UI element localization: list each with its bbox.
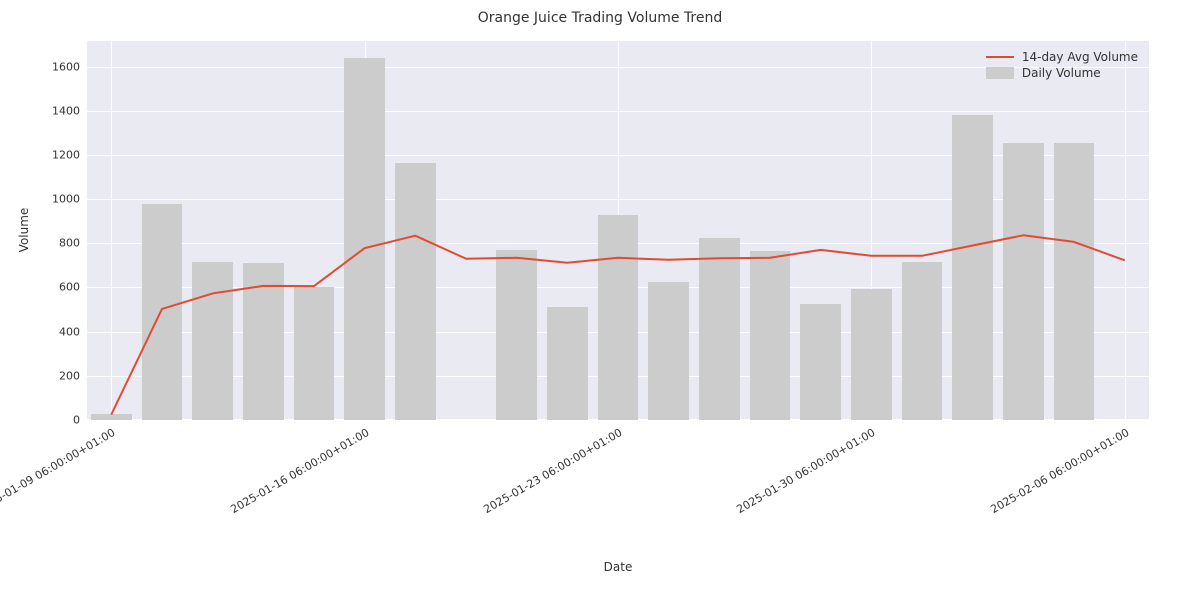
volume-bar bbox=[142, 204, 183, 421]
y-tick-label: 0 bbox=[73, 414, 80, 427]
volume-bar bbox=[851, 289, 892, 420]
y-tick-label: 1400 bbox=[52, 104, 80, 117]
y-tick-label: 400 bbox=[59, 325, 80, 338]
legend: 14-day Avg Volume Daily Volume bbox=[980, 44, 1144, 86]
legend-rect-swatch bbox=[986, 67, 1014, 79]
x-axis-label: Date bbox=[86, 560, 1150, 574]
x-tick-label: 2025-01-09 06:00:00+01:00 bbox=[0, 426, 118, 516]
volume-bar bbox=[294, 287, 335, 420]
volume-bar bbox=[648, 282, 689, 420]
y-tick-label: 800 bbox=[59, 237, 80, 250]
x-tick-label: 2025-01-23 06:00:00+01:00 bbox=[481, 426, 624, 516]
volume-bar bbox=[750, 251, 791, 420]
volume-bar bbox=[91, 414, 132, 420]
volume-bar bbox=[1054, 143, 1095, 420]
y-tick-label: 1600 bbox=[52, 60, 80, 73]
y-tick-label: 600 bbox=[59, 281, 80, 294]
y-axis-label: Volume bbox=[17, 208, 31, 253]
volume-bar bbox=[192, 262, 233, 420]
volume-bar bbox=[699, 238, 740, 420]
volume-bar bbox=[395, 163, 436, 420]
y-tick-label: 1200 bbox=[52, 148, 80, 161]
volume-bar bbox=[547, 307, 588, 420]
volume-bar bbox=[800, 304, 841, 420]
volume-bar bbox=[243, 263, 284, 420]
x-tick-label: 2025-02-06 06:00:00+01:00 bbox=[988, 426, 1131, 516]
x-tick-label: 2025-01-30 06:00:00+01:00 bbox=[735, 426, 878, 516]
chart-title: Orange Juice Trading Volume Trend bbox=[0, 10, 1200, 26]
gridline-v bbox=[111, 40, 112, 420]
legend-line-swatch bbox=[986, 56, 1014, 58]
volume-bar bbox=[902, 262, 943, 420]
volume-bar bbox=[952, 115, 993, 420]
volume-bar bbox=[598, 215, 639, 420]
figure: Orange Juice Trading Volume Trend 020040… bbox=[0, 0, 1200, 600]
volume-bar bbox=[1003, 143, 1044, 420]
legend-label: 14-day Avg Volume bbox=[1022, 50, 1138, 64]
gridline-h bbox=[86, 420, 1150, 421]
y-tick-label: 1000 bbox=[52, 193, 80, 206]
plot-area: 02004006008001000120014001600 2025-01-09… bbox=[86, 40, 1150, 420]
volume-bar bbox=[344, 58, 385, 420]
legend-item-avg: 14-day Avg Volume bbox=[986, 50, 1138, 64]
legend-item-daily: Daily Volume bbox=[986, 66, 1138, 80]
volume-bar bbox=[496, 250, 537, 420]
y-tick-label: 200 bbox=[59, 369, 80, 382]
x-tick-label: 2025-01-16 06:00:00+01:00 bbox=[228, 426, 371, 516]
gridline-v bbox=[1125, 40, 1126, 420]
legend-label: Daily Volume bbox=[1022, 66, 1101, 80]
